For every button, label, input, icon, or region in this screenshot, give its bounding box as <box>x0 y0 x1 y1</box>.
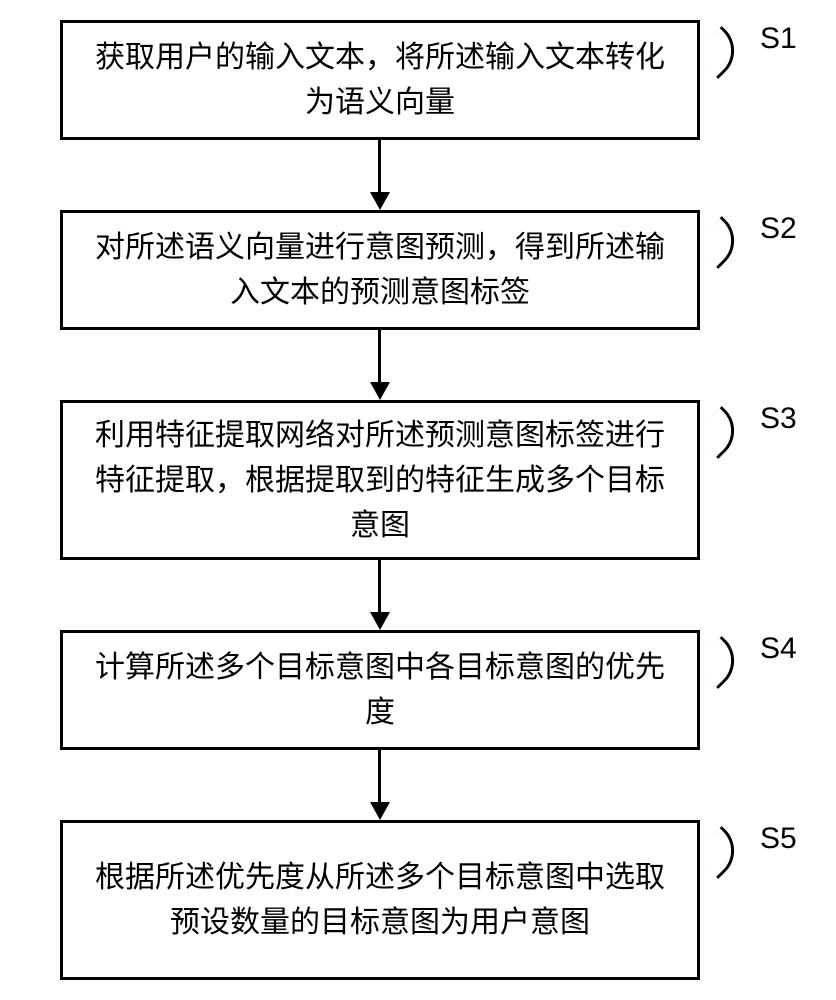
node-s1-text: 获取用户的输入文本，将所述输入文本转化为语义向量 <box>83 35 677 125</box>
node-s4-text: 计算所述多个目标意图中各目标意图的优先度 <box>83 645 677 735</box>
node-s4: 计算所述多个目标意图中各目标意图的优先度 <box>60 630 700 750</box>
arrow-s2-s3 <box>378 330 381 382</box>
arrow-head-s4-s5 <box>370 802 390 820</box>
arrow-head-s2-s3 <box>370 382 390 400</box>
node-s3-text: 利用特征提取网络对所述预测意图标签进行特征提取，根据提取到的特征生成多个目标意图 <box>83 413 677 548</box>
node-s5-text: 根据所述优先度从所述多个目标意图中选取预设数量的目标意图为用户意图 <box>83 855 677 945</box>
arrow-s3-s4 <box>378 560 381 612</box>
arrow-s1-s2 <box>378 140 381 192</box>
label-curve-s3 <box>693 406 746 459</box>
label-curve-s2 <box>693 216 746 269</box>
step-label-s3: S3 <box>760 402 797 436</box>
node-s5: 根据所述优先度从所述多个目标意图中选取预设数量的目标意图为用户意图 <box>60 820 700 980</box>
label-curve-s5 <box>693 826 746 879</box>
label-curve-s1 <box>693 26 746 79</box>
step-label-s4: S4 <box>760 632 797 666</box>
arrow-s4-s5 <box>378 750 381 802</box>
arrow-head-s3-s4 <box>370 612 390 630</box>
node-s3: 利用特征提取网络对所述预测意图标签进行特征提取，根据提取到的特征生成多个目标意图 <box>60 400 700 560</box>
node-s2-text: 对所述语义向量进行意图预测，得到所述输入文本的预测意图标签 <box>83 225 677 315</box>
step-label-s1: S1 <box>760 22 797 56</box>
flowchart-canvas: 获取用户的输入文本，将所述输入文本转化为语义向量 S1 对所述语义向量进行意图预… <box>0 0 836 1000</box>
arrow-head-s1-s2 <box>370 192 390 210</box>
step-label-s5: S5 <box>760 822 797 856</box>
node-s1: 获取用户的输入文本，将所述输入文本转化为语义向量 <box>60 20 700 140</box>
node-s2: 对所述语义向量进行意图预测，得到所述输入文本的预测意图标签 <box>60 210 700 330</box>
step-label-s2: S2 <box>760 212 797 246</box>
label-curve-s4 <box>693 636 746 689</box>
